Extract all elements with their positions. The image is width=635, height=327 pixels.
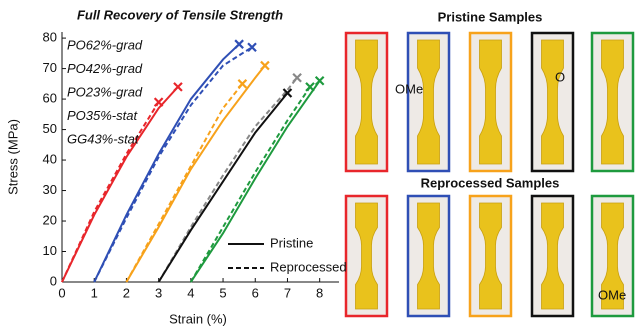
pristine-line	[157, 92, 289, 283]
photo-panels	[344, 31, 635, 318]
legend-label: GG43%-stat	[67, 131, 140, 146]
y-tick-label: 10	[43, 243, 57, 258]
legend-label: PO35%-stat	[67, 108, 138, 123]
x-tick-label: 1	[91, 285, 98, 300]
reprocessed-line	[157, 77, 298, 283]
chart-title: Full Recovery of Tensile Strength	[77, 7, 283, 22]
legend-label: Reprocessed	[270, 259, 347, 274]
y-axis-label: Stress (MPa)	[5, 119, 20, 195]
y-tick-label: 30	[43, 182, 57, 197]
break-marker	[282, 88, 293, 98]
y-tick-label: 70	[43, 60, 57, 75]
photo-title: Pristine Samples	[438, 9, 543, 24]
photo-label: O	[555, 69, 565, 84]
y-tick-label: 0	[50, 273, 57, 288]
legend-label: PO62%-grad	[67, 37, 143, 52]
photo-title: Reprocessed Samples	[421, 175, 560, 190]
x-tick-label: 3	[155, 285, 162, 300]
legend-label: PO23%-grad	[67, 84, 143, 99]
sample	[541, 39, 564, 165]
x-tick-label: 5	[219, 285, 226, 300]
x-tick-label: 2	[123, 285, 130, 300]
x-tick-label: 4	[187, 285, 194, 300]
sample	[541, 202, 564, 310]
sample	[479, 202, 502, 310]
reprocessed-line	[125, 83, 244, 283]
legend-label: Pristine	[270, 235, 313, 250]
reprocessed-line	[93, 46, 253, 283]
x-tick-label: 6	[252, 285, 259, 300]
y-tick-label: 60	[43, 91, 57, 106]
sample	[417, 39, 440, 165]
break-marker	[260, 60, 270, 71]
y-tick-label: 20	[43, 212, 57, 227]
x-tick-label: 8	[316, 285, 323, 300]
break-marker	[173, 82, 183, 92]
sample	[601, 39, 624, 165]
sample	[355, 39, 378, 165]
break-marker	[292, 72, 302, 83]
break-marker	[234, 39, 244, 49]
y-tick-label: 80	[43, 30, 57, 45]
pristine-line	[93, 43, 240, 283]
y-tick-label: 40	[43, 151, 57, 166]
pristine-line	[190, 80, 321, 283]
x-tick-label: 0	[58, 285, 65, 300]
sample	[355, 202, 378, 310]
break-marker	[314, 76, 325, 86]
photo-label: OMe	[395, 81, 423, 96]
break-marker	[237, 79, 248, 89]
sample	[417, 202, 440, 310]
x-tick-label: 7	[284, 285, 291, 300]
break-marker	[247, 42, 257, 53]
photo-label: OMe	[598, 287, 626, 302]
sample	[601, 202, 624, 310]
y-tick-label: 50	[43, 121, 57, 136]
x-axis-label: Strain (%)	[169, 311, 227, 326]
legend-label: PO42%-grad	[67, 61, 143, 76]
reprocessed-line	[189, 86, 311, 283]
pristine-line	[125, 64, 266, 283]
pristine-line	[61, 86, 179, 283]
sample	[479, 39, 502, 165]
